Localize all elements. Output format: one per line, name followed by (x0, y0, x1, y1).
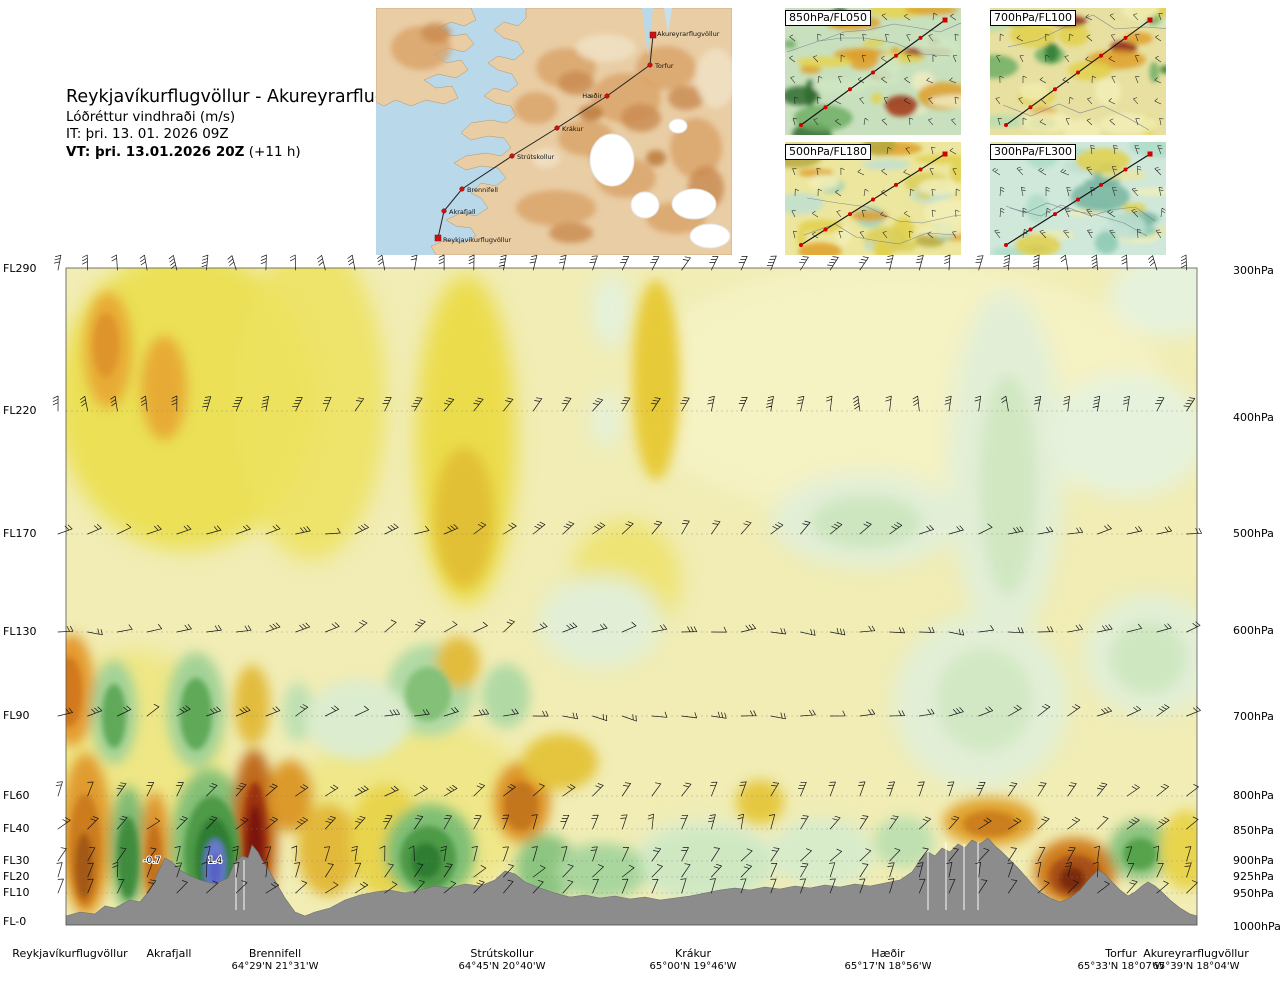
page-title: Reykjavíkurflugvöllur - Akureyrarflugvöl… (66, 87, 436, 107)
waypoint-label: Hæðir (582, 92, 602, 100)
right-axis-tick: 1000hPa (1233, 919, 1280, 933)
right-axis-tick: 850hPa (1233, 823, 1274, 837)
route-line (437, 34, 654, 239)
route-overview-map: Reykjavíkurflugvöllur Akrafjall Brennifell… (376, 8, 732, 255)
extreme-value-label: 1.4 (208, 856, 223, 866)
map-glaciers (589, 118, 731, 249)
station-name: Reykjavíkurflugvöllur (12, 947, 128, 960)
waypoint-marker (459, 186, 465, 192)
extreme-value-labels: -0.7 1.4 (142, 855, 223, 867)
mini-map-700-label: 700hPa/FL100 (990, 10, 1077, 26)
waypoint-marker (554, 125, 560, 131)
waypoint-marker (647, 62, 653, 68)
waypoint-marker (604, 93, 610, 99)
waypoint-marker (434, 234, 442, 242)
left-axis-tick: FL20 (3, 869, 30, 883)
station-coords: 65°00'N 19°46'W (649, 961, 737, 972)
valid-time: VT: þri. 13.01.2026 20Z (+11 h) (66, 144, 435, 162)
valid-time-main: VT: þri. 13.01.2026 20Z (66, 143, 245, 160)
waypoint-label: Akureyrarflugvöllur (657, 30, 720, 38)
mini-map-850hpa (785, 8, 961, 135)
mini-map-300-label: 300hPa/FL300 (990, 144, 1077, 160)
waypoint-label: Strútskollur (517, 153, 555, 161)
station-name: Hæðir (871, 947, 905, 960)
waypoint-marker (441, 208, 447, 214)
station-name: Brennifell (248, 947, 302, 960)
waypoint-label: Brennifell (467, 186, 498, 194)
mini-map-850-label: 850hPa/FL050 (785, 10, 872, 26)
terrain-profile (65, 837, 1198, 926)
station-name: Krákur (674, 947, 712, 960)
station-coords: 65°17'N 18°56'W (844, 961, 932, 972)
wind-barbs-layer (52, 254, 1202, 894)
waypoint-label: Krákur (562, 125, 584, 133)
route-waypoint-labels: Reykjavíkurflugvöllur Akrafjall Brennifell… (443, 30, 720, 244)
left-axis-tick: FL40 (3, 821, 30, 835)
station-coords: 65°33'N 18°07'W (1077, 961, 1165, 972)
left-axis-tick: FL30 (3, 853, 30, 867)
left-axis-tick: FL170 (3, 526, 37, 540)
left-axis-tick: FL-0 (3, 914, 27, 928)
left-axis-tick: FL10 (3, 885, 30, 899)
vertical-wind-field (66, 268, 1197, 921)
extreme-value-label: -0.7 (143, 856, 161, 866)
station-name: Torfur (1105, 947, 1137, 960)
waypoint-marker (649, 31, 657, 39)
route-waypoint-markers (434, 31, 657, 242)
field-subtitle: Lóðréttur vindhraði (m/s) (66, 108, 236, 125)
station-coords: 64°29'N 21°31'W (231, 961, 319, 972)
left-axis-tick: FL290 (3, 261, 37, 275)
right-axis-tick: 400hPa (1233, 410, 1274, 424)
valid-time-offset: (+11 h) (244, 143, 301, 160)
station-coords: 64°45'N 20°40'W (458, 961, 546, 972)
left-axis-tick: FL60 (3, 788, 30, 802)
left-axis-tick: FL130 (3, 624, 37, 638)
right-axis-tick: 700hPa (1233, 709, 1274, 723)
right-axis-tick: 500hPa (1233, 526, 1274, 540)
cross-section-plot: -0.7 1.4 (52, 254, 1202, 926)
right-axis-tick: 800hPa (1233, 788, 1274, 802)
pressure-gridlines (66, 410, 1197, 894)
right-axis-tick: 300hPa (1233, 263, 1274, 277)
station-name: Akrafjall (146, 947, 192, 960)
left-axis-tick: FL90 (3, 708, 30, 722)
plot-border (65, 267, 1198, 926)
waypoint-label: Akrafjall (449, 208, 476, 216)
station-name: Strútskollur (470, 947, 534, 960)
mini-map-500-label: 500hPa/FL180 (785, 144, 872, 160)
right-axis-tick: 925hPa (1233, 869, 1274, 883)
map-fjords (642, 8, 672, 56)
right-axis-tick: 950hPa (1233, 886, 1274, 900)
mini-map-500hpa (785, 142, 961, 255)
station-coords: 65°39'N 18°04'W (1152, 961, 1240, 972)
waypoint-label: Torfur (654, 62, 674, 70)
mini-map-700hpa (990, 8, 1166, 135)
waypoint-marker (509, 153, 515, 159)
init-time: IT: þri. 13. 01. 2026 09Z (66, 126, 229, 143)
left-axis-tick: FL220 (3, 403, 37, 417)
right-axis-tick: 900hPa (1233, 853, 1274, 867)
header: Reykjavíkurflugvöllur - Akureyrarflugvöl… (66, 86, 435, 161)
waypoint-label: Reykjavíkurflugvöllur (443, 236, 512, 244)
station-name: Akureyrarflugvöllur (1143, 947, 1249, 960)
right-axis-tick: 600hPa (1233, 623, 1274, 637)
